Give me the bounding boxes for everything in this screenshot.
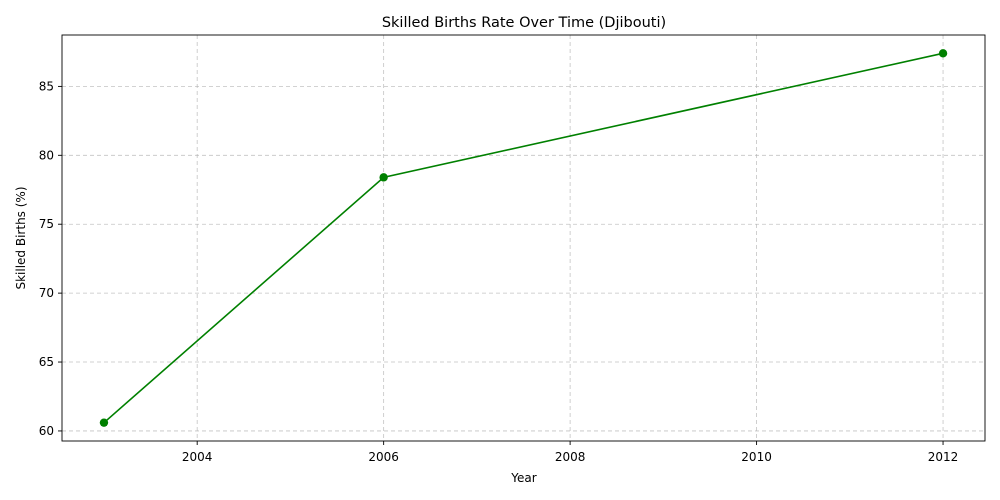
x-tick-label: 2006 xyxy=(368,450,399,464)
y-axis-label: Skilled Births (%) xyxy=(14,186,28,289)
x-tick-label: 2008 xyxy=(555,450,586,464)
y-tick-label: 85 xyxy=(39,79,54,93)
y-tick-label: 60 xyxy=(39,424,54,438)
x-axis: 2004 2006 2008 2010 2012 xyxy=(182,441,958,464)
data-point xyxy=(938,49,948,58)
y-tick-label: 75 xyxy=(39,217,54,231)
chart-title: Skilled Births Rate Over Time (Djibouti) xyxy=(382,15,666,31)
y-axis: 60 65 70 75 80 85 xyxy=(39,79,62,438)
x-tick-label: 2004 xyxy=(182,450,213,464)
y-tick-label: 70 xyxy=(39,286,54,300)
x-tick-label: 2012 xyxy=(928,450,959,464)
y-tick-label: 80 xyxy=(39,148,54,162)
series-layer xyxy=(99,49,948,427)
x-axis-label: Year xyxy=(510,471,536,485)
grid xyxy=(62,35,985,441)
data-point xyxy=(379,173,388,182)
series-line xyxy=(103,52,944,424)
y-tick-label: 65 xyxy=(39,355,54,369)
x-tick-label: 2010 xyxy=(741,450,772,464)
plot-area-frame xyxy=(61,34,986,442)
data-point xyxy=(99,418,109,427)
